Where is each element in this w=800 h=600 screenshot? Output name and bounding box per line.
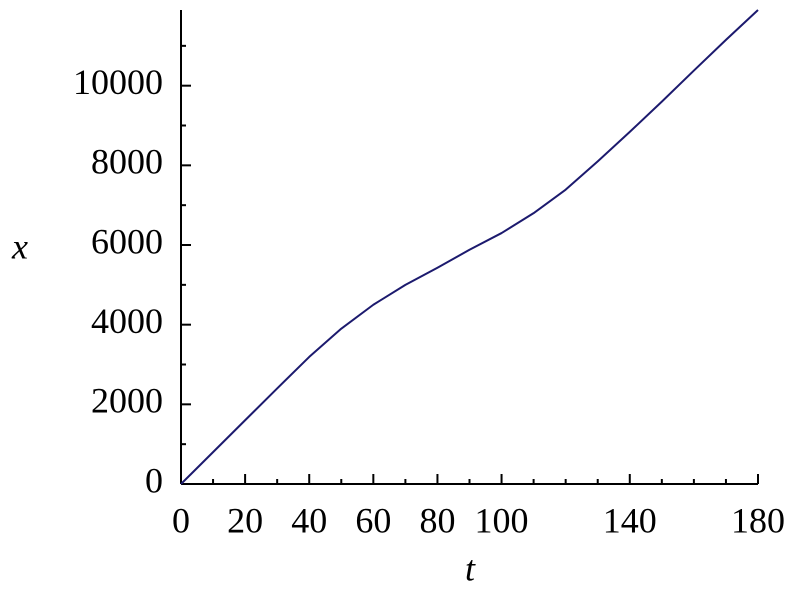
- y-tick-label: 8000: [91, 142, 163, 182]
- y-tick-label: 10000: [73, 62, 163, 102]
- y-tick-label: 4000: [91, 301, 163, 341]
- y-axis-label: x: [11, 226, 28, 266]
- x-tick-label: 80: [419, 500, 455, 540]
- y-tick-label: 2000: [91, 381, 163, 421]
- x-tick-label: 0: [172, 500, 190, 540]
- y-tick-label: 6000: [91, 221, 163, 261]
- x-tick-label: 100: [475, 500, 529, 540]
- data-line: [180, 9, 759, 485]
- x-axis-label: t: [465, 548, 476, 588]
- x-tick-label: 60: [355, 500, 391, 540]
- y-tick-label: 0: [145, 460, 163, 500]
- x-tick-label: 180: [731, 500, 785, 540]
- x-tick-label: 20: [227, 500, 263, 540]
- x-tick-label: 140: [603, 500, 657, 540]
- x-tick-label: 40: [291, 500, 327, 540]
